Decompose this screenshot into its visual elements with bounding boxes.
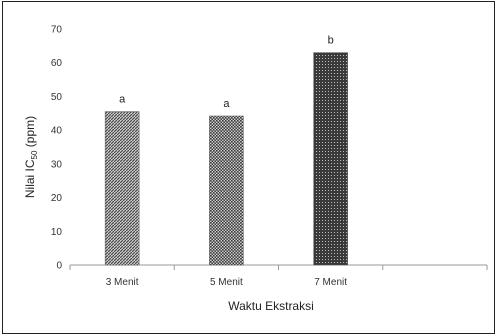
bar-7-menit — [313, 52, 348, 266]
y-axis-title-main: Nilai IC — [23, 159, 37, 198]
y-tick-label: 60 — [51, 58, 63, 69]
x-axis-title: Waktu Ekstraksi — [228, 299, 314, 313]
y-tick-label: 50 — [51, 92, 63, 103]
y-tick-label: 20 — [51, 193, 63, 204]
y-tick-label: 40 — [51, 126, 63, 137]
x-tick-label: 5 Menit — [210, 277, 243, 288]
data-label: a — [119, 94, 126, 106]
bar-3-menit — [104, 111, 140, 266]
x-tick-label: 7 Menit — [314, 277, 347, 288]
x-tick-label: 3 Menit — [106, 277, 139, 288]
y-tick-label: 0 — [56, 261, 62, 272]
data-label: b — [328, 35, 334, 47]
svg-text:Nilai IC50 (ppm): Nilai IC50 (ppm) — [23, 116, 39, 198]
y-axis-title-unit: (ppm) — [23, 116, 37, 151]
y-axis-title-sub: 50 — [30, 150, 39, 159]
data-label: a — [223, 98, 230, 110]
y-tick-label: 30 — [51, 159, 63, 170]
y-tick-label: 70 — [51, 25, 63, 36]
y-tick-label: 10 — [51, 227, 63, 238]
y-axis-title: Nilai IC50 (ppm) — [23, 116, 39, 198]
plot-area: 0 10 20 30 40 50 60 70 a 3 Menit a 5 Menit b 7 Menit — [51, 25, 488, 288]
bar-5-menit — [209, 115, 244, 266]
